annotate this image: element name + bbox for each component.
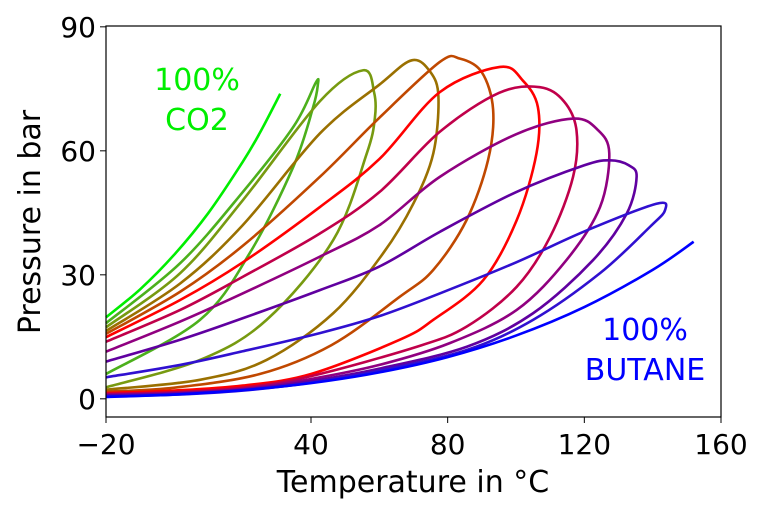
plot-frame [105,25,722,418]
butane-annotation-line2: BUTANE [585,353,705,388]
curves-layer [105,54,695,399]
phase-envelope-series-6 [105,85,579,396]
phase-envelope-series-1 [105,77,320,376]
phase-envelope-series-3 [105,58,440,392]
phase-envelope-series-2 [105,68,378,389]
y-tick-label: 60 [60,135,96,168]
y-tick-label: 0 [78,383,96,416]
phase-envelope-series-0 [105,93,282,319]
x-tick-label: −20 [76,428,135,461]
x-tick-label: 120 [558,428,611,461]
x-tick-label: 160 [694,428,747,461]
butane-annotation-line1: 100% [602,313,688,348]
co2-annotation-line2: CO2 [165,103,229,138]
y-tick-label: 30 [60,259,96,292]
co2-annotation-line1: 100% [154,63,240,98]
x-axis-label: Temperature in °C [276,465,549,500]
y-axis-label: Pressure in bar [13,109,48,334]
x-tick-label: 80 [430,428,466,461]
phase-envelope-series-7 [105,117,611,396]
ticks-layer [100,26,722,423]
phase-envelope-series-10 [105,240,695,399]
y-tick-label: 90 [60,11,96,44]
phase-envelope-series-8 [105,159,638,397]
x-tick-label: 40 [293,428,329,461]
phase-envelope-series-4 [105,54,495,394]
